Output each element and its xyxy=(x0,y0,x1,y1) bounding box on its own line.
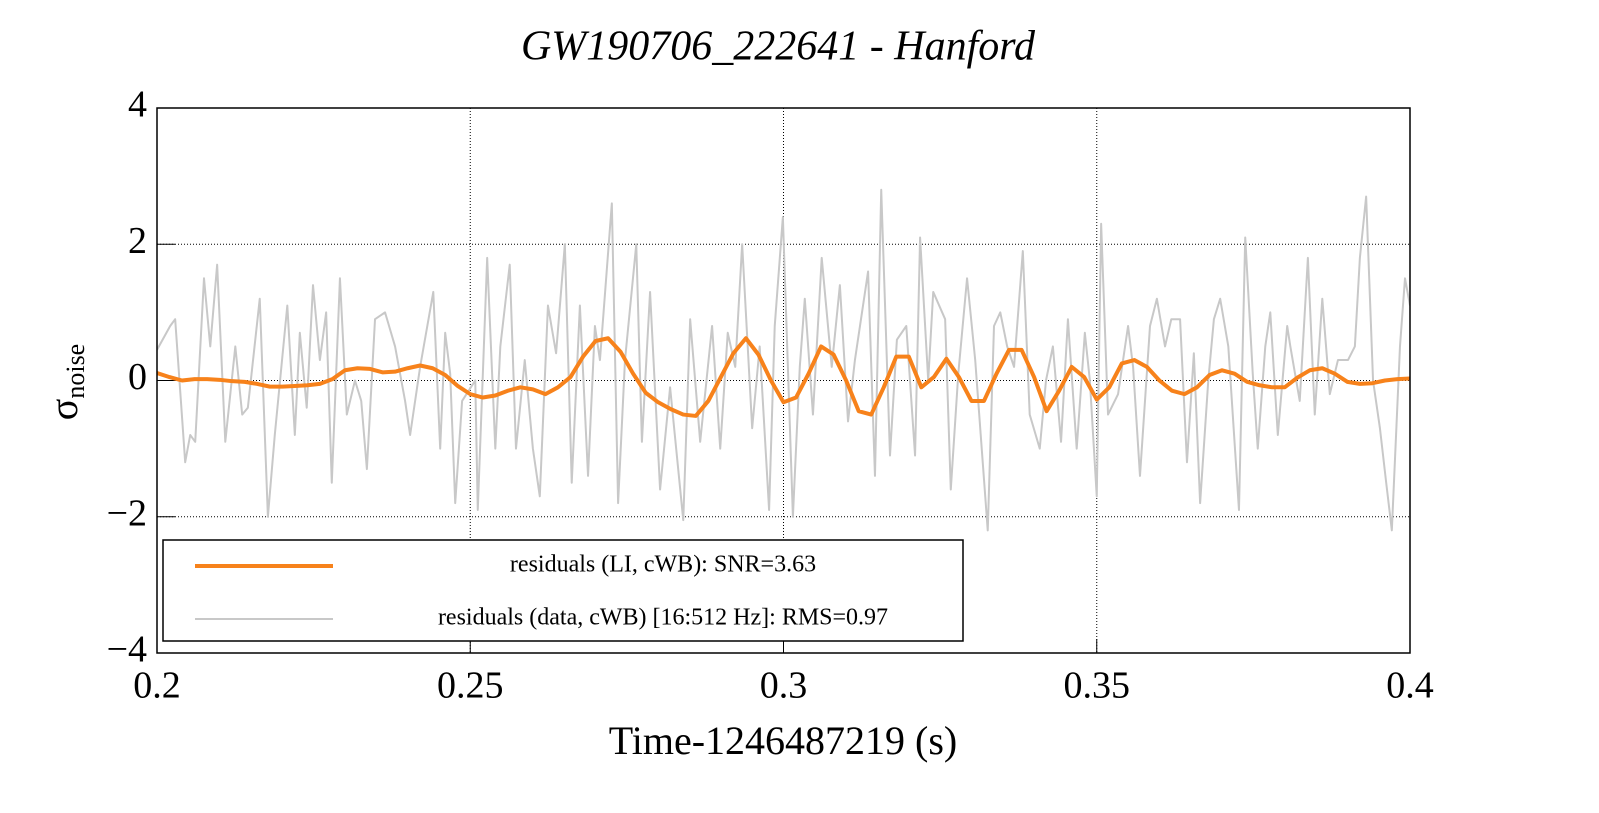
x-axis-label: Time-1246487219 (s) xyxy=(609,718,958,763)
series-line xyxy=(157,336,1410,418)
y-axis-subscript: noise xyxy=(61,344,90,399)
x-tick-label: 0.4 xyxy=(1386,665,1434,707)
x-tick-label: 0.35 xyxy=(1064,665,1131,707)
legend-label: residuals (LI, cWB): SNR=3.63 xyxy=(510,552,816,578)
legend-box xyxy=(162,539,964,642)
y-axis-symbol: σ xyxy=(41,399,86,421)
y-tick-label: 0 xyxy=(128,356,147,398)
plot-frame xyxy=(156,107,1411,654)
y-axis-label: σnoise xyxy=(41,344,90,420)
legend-label: residuals (data, cWB) [16:512 Hz]: RMS=0… xyxy=(438,605,888,631)
x-tick-label: 0.3 xyxy=(760,665,808,707)
chart-title: GW190706_222641 - Hanford xyxy=(521,24,1036,70)
x-tick-label: 0.25 xyxy=(437,665,504,707)
y-tick-label: 4 xyxy=(128,84,147,126)
y-tick-label: −2 xyxy=(107,492,147,534)
series-line xyxy=(157,188,1410,532)
y-tick-label: 2 xyxy=(128,220,147,262)
x-tick-label: 0.2 xyxy=(133,665,181,707)
y-tick-label: −4 xyxy=(107,629,147,671)
